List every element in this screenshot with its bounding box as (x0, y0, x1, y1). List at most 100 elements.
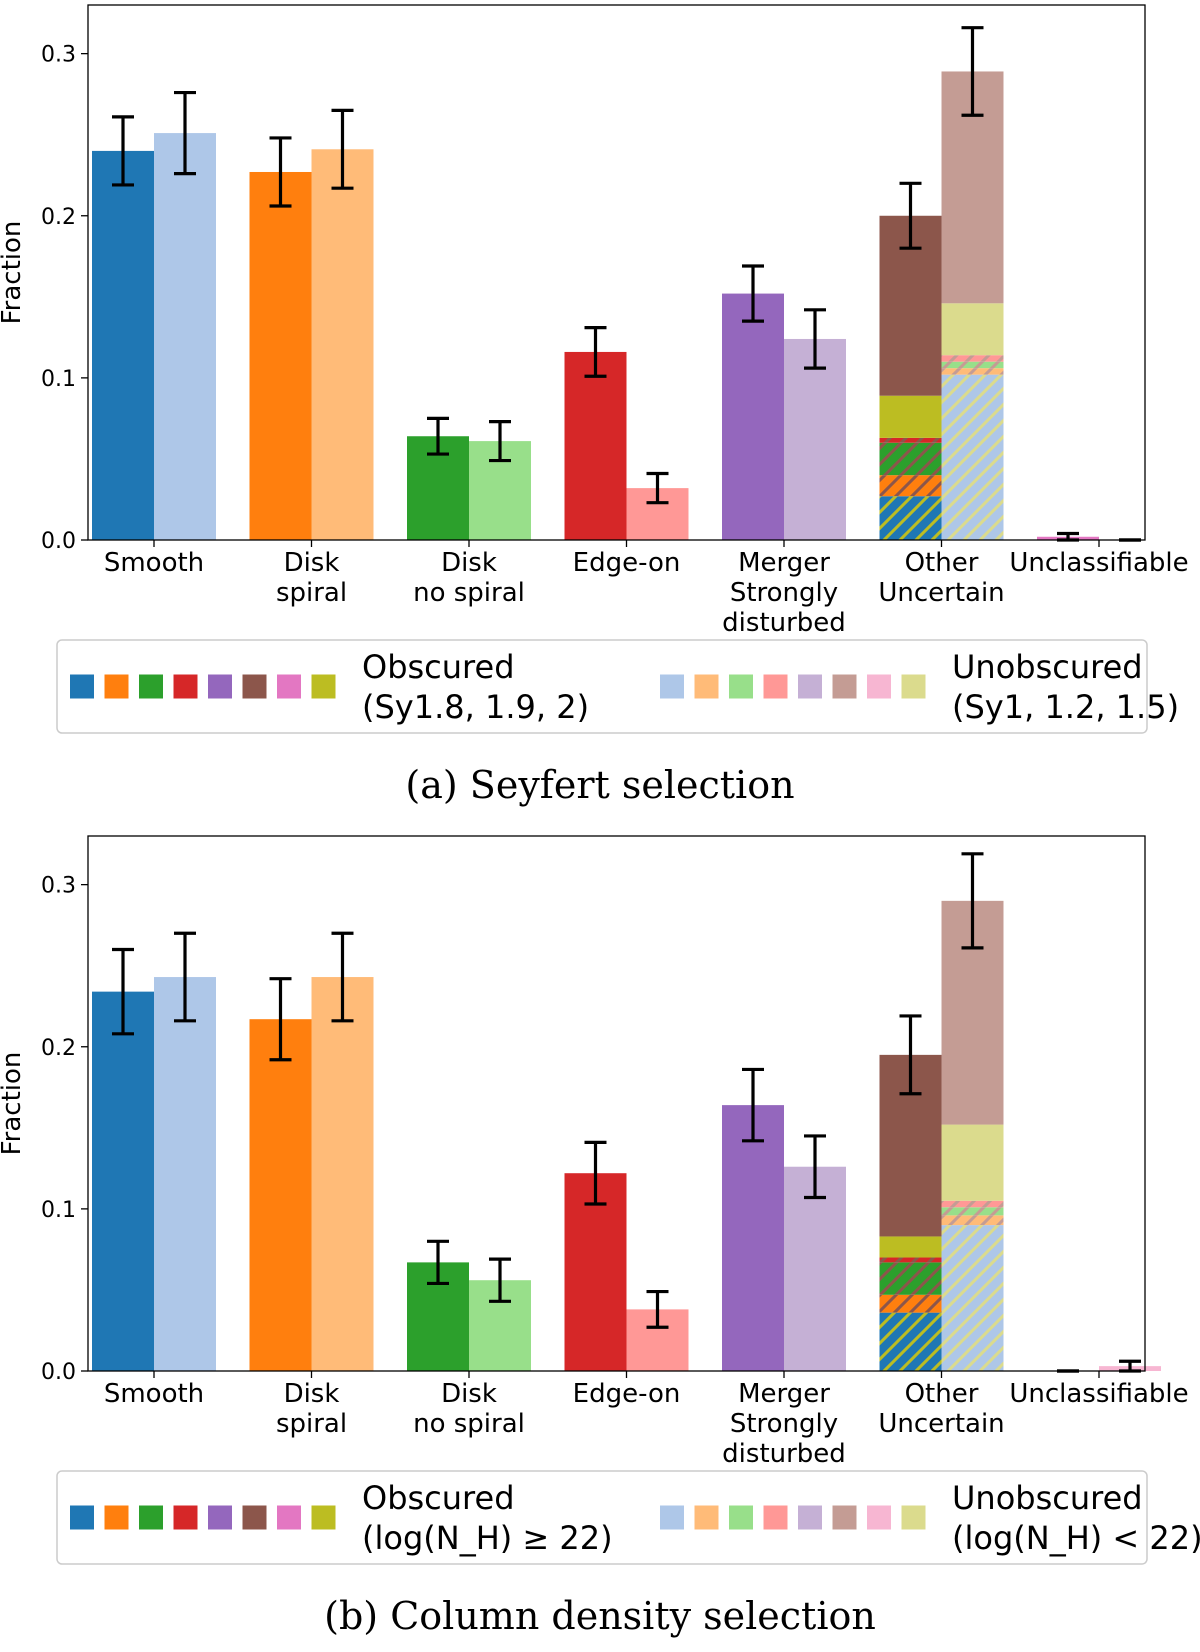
legend-unobscured-title: Unobscured (952, 1479, 1143, 1517)
error-bar-unobscured (489, 1257, 511, 1303)
error-bar-unobscured (489, 420, 511, 463)
bar-obscured (722, 1105, 784, 1371)
legend-swatch-obscured (277, 1505, 301, 1530)
bar-segment-unobscured (941, 368, 1004, 375)
bar-segment-obscured (879, 1257, 942, 1263)
panel-column-density-selection: Smooth Disk spiral Disk no spiral Edge-on Merg… (0, 831, 1200, 1652)
error-bar-obscured (269, 136, 292, 208)
legend-swatch-unobscured (729, 674, 753, 699)
category-label: Unclassifiable (1009, 1379, 1188, 1409)
y-tick-label: 0.0 (41, 1360, 76, 1385)
bar-unobscured (784, 1166, 846, 1371)
error-bar-unobscured (804, 1134, 826, 1200)
bar-obscured (249, 1019, 312, 1371)
bar-segment-unobscured (941, 361, 1004, 369)
legend-swatch-obscured (70, 674, 94, 699)
legend-unobscured-subtitle: (Sy1, 1.2, 1.5) (952, 688, 1179, 726)
legend-unobscured-title: Unobscured (952, 648, 1143, 686)
legend-swatch-obscured (104, 1505, 129, 1530)
bar-obscured (249, 171, 312, 540)
error-bar-unobscured (331, 931, 354, 1023)
legend-obscured-subtitle: (Sy1.8, 1.9, 2) (362, 688, 589, 726)
legend-swatch-unobscured (660, 674, 684, 699)
error-bar-obscured (112, 115, 134, 187)
category-label: disturbed (722, 608, 846, 638)
category-label: Other (905, 1379, 979, 1409)
category-label: disturbed (722, 1439, 846, 1469)
legend-swatch-unobscured (798, 674, 822, 699)
figure-caption: (b) Column density selection (324, 1594, 876, 1638)
legend-swatch-obscured (208, 674, 232, 699)
category-label: Strongly (730, 578, 838, 608)
legend-swatch-unobscured (901, 1505, 926, 1530)
figure-caption: (a) Seyfert selection (405, 763, 794, 807)
bar-segment-obscured (879, 395, 942, 438)
error-bar-unobscured (961, 26, 984, 117)
legend-swatch-obscured (242, 1505, 267, 1530)
error-bar-obscured (899, 181, 922, 250)
bar-obscured (92, 150, 154, 540)
legend-swatch-unobscured (798, 1505, 822, 1530)
error-bar-unobscured (331, 108, 354, 190)
legend-swatch-obscured (104, 674, 129, 699)
y-tick-label: 0.2 (41, 1036, 76, 1061)
category-label: Disk (284, 1379, 340, 1409)
bar-segment-unobscured (941, 303, 1004, 356)
error-bar-obscured (269, 977, 292, 1062)
panel-seyfert-selection: Smooth Disk spiral Disk no spiral Edge-on Merg… (0, 0, 1200, 821)
error-bar-unobscured (174, 90, 196, 176)
bar-segment-unobscured (941, 1207, 1004, 1216)
bar-obscured (564, 1173, 627, 1371)
error-bar-obscured (584, 1140, 607, 1206)
bar-obscured (564, 351, 627, 540)
category-label: Edge-on (573, 1379, 681, 1409)
legend-obscured-title: Obscured (362, 648, 515, 686)
category-label: Uncertain (878, 1409, 1004, 1439)
category-label: Uncertain (878, 578, 1004, 608)
bar-obscured (722, 293, 784, 540)
error-bar-unobscured (646, 1289, 669, 1329)
category-label: Edge-on (573, 548, 681, 578)
y-tick-label: 0.1 (41, 367, 76, 392)
error-bar-obscured (112, 947, 134, 1036)
legend-swatch-unobscured (694, 1505, 719, 1530)
category-label: Unclassifiable (1009, 548, 1188, 578)
legend-swatch-obscured (277, 674, 301, 699)
bar-segment-unobscured (941, 374, 1004, 540)
error-bar-obscured (584, 326, 607, 378)
category-label: spiral (276, 1409, 347, 1439)
bar-segment-obscured (879, 437, 942, 443)
bar-segment-unobscured (941, 1215, 1004, 1226)
category-label: spiral (276, 578, 347, 608)
legend-swatch-unobscured (763, 674, 788, 699)
legend-swatch-obscured (311, 674, 336, 699)
legend-box (56, 639, 1148, 734)
legend-swatch-obscured (311, 1505, 336, 1530)
y-tick-label: 0.1 (41, 1198, 76, 1223)
bar-segment-unobscured (941, 355, 1004, 362)
legend-swatch-obscured (139, 674, 163, 699)
legend-swatch-unobscured (832, 1505, 857, 1530)
error-bar-obscured (427, 416, 449, 456)
bar-unobscured (311, 149, 374, 540)
error-bar-obscured (742, 264, 764, 323)
error-bar-obscured (742, 1067, 764, 1143)
category-label: Disk (441, 1379, 497, 1409)
bar-unobscured (784, 338, 846, 540)
error-bar-obscured (899, 1014, 922, 1096)
error-bar-unobscured (646, 471, 669, 505)
legend-swatch-obscured (242, 674, 267, 699)
bar-segment-obscured (879, 1294, 942, 1313)
category-label: Merger (738, 1379, 830, 1409)
category-label: Disk (441, 548, 497, 578)
bar-unobscured (311, 977, 374, 1371)
category-label: no spiral (413, 578, 525, 608)
bar-segment-obscured (879, 1236, 942, 1258)
category-label: Disk (284, 548, 340, 578)
error-bar-unobscured (961, 852, 984, 950)
legend-swatch-unobscured (867, 1505, 891, 1530)
legend-obscured-subtitle: (log(N_H) ≥ 22) (362, 1519, 613, 1557)
axes-frame (87, 4, 1146, 541)
